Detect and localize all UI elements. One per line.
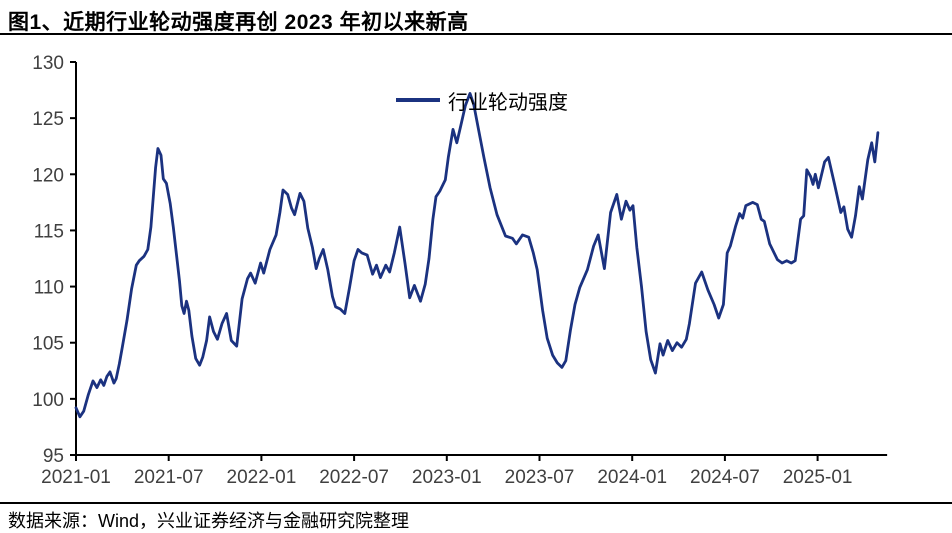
x-tick-label: 2021-01 [41,467,111,488]
y-tick-label: 120 [32,165,64,186]
y-tick-label: 105 [32,334,64,355]
y-tick-label: 100 [32,390,64,411]
legend-line-swatch [396,98,440,102]
series-line [74,92,880,419]
x-tick-label: 2021-07 [134,467,204,488]
figure-title: 图1、近期行业轮动强度再创 2023 年初以来新高 [8,11,469,34]
y-tick-label: 130 [32,53,64,74]
title-divider [0,33,952,35]
x-tick-label: 2023-07 [505,467,575,488]
axes [75,62,888,456]
legend-label: 行业轮动强度 [448,91,568,114]
line-chart-canvas: 95 100 105 110 115 120 125 130 2021-01 2021-07 202… [32,53,888,488]
x-tick-label: 2025-01 [783,467,853,488]
x-tick-label: 2023-01 [412,467,482,488]
x-tick-label: 2022-01 [227,467,297,488]
source-note: 数据来源：Wind，兴业证券经济与金融研究院整理 [8,511,410,531]
figure-title-row: 图1、近期行业轮动强度再创 2023 年初以来新高 [8,6,944,36]
x-tick-label: 2024-01 [597,467,667,488]
y-tick-label: 110 [34,278,64,299]
x-tick-label: 2022-07 [319,467,389,488]
footer-divider [0,502,952,504]
chart-legend: 行业轮动强度 [396,88,568,114]
y-tick-label: 95 [43,446,64,467]
y-tick-label: 115 [34,221,64,242]
y-tick-label: 125 [32,109,64,130]
rotation-strength-chart: 95 100 105 110 115 120 125 130 2021-01 2021-07 202… [0,36,952,498]
x-tick-label: 2024-07 [690,467,760,488]
